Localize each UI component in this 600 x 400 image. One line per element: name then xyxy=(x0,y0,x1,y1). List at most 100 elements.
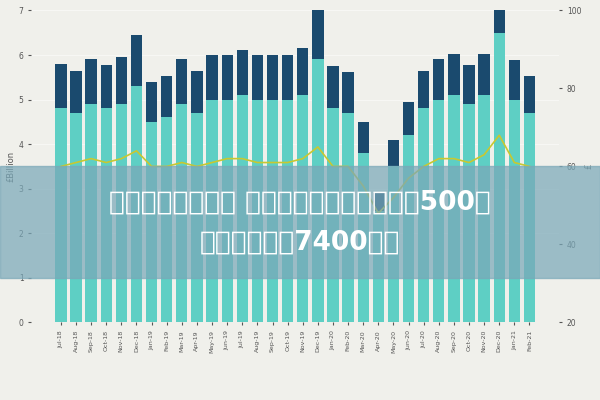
Average Credit Card Expenditure (RHS) xyxy=(299,378,307,383)
Bar xyxy=(70,113,82,322)
Average Debit Card PoS Expenditure (RHS) xyxy=(103,160,110,165)
Bar xyxy=(524,76,535,113)
Y-axis label: £: £ xyxy=(584,164,593,169)
Bar xyxy=(282,100,293,322)
Bar xyxy=(236,50,248,95)
Average Debit Card PoS Expenditure (RHS) xyxy=(118,156,125,161)
Bar xyxy=(509,60,520,100)
Average Debit Card PoS Expenditure (RHS) xyxy=(435,156,442,161)
Bar xyxy=(267,100,278,322)
Bar xyxy=(131,86,142,322)
Bar xyxy=(252,55,263,100)
Average Credit Card Expenditure (RHS) xyxy=(103,378,110,383)
Average Credit Card Expenditure (RHS) xyxy=(118,378,125,383)
Average Credit Card Expenditure (RHS) xyxy=(390,381,397,386)
Average Debit Card PoS Expenditure (RHS) xyxy=(481,152,488,157)
Bar xyxy=(55,64,67,108)
Bar xyxy=(403,102,414,135)
Bar xyxy=(358,122,369,153)
Bar xyxy=(418,71,430,108)
Average Debit Card PoS Expenditure (RHS) xyxy=(405,176,412,180)
Average Debit Card PoS Expenditure (RHS) xyxy=(314,144,322,149)
Line: Average Credit Card Expenditure (RHS): Average Credit Card Expenditure (RHS) xyxy=(61,380,529,385)
Average Credit Card Expenditure (RHS) xyxy=(269,378,276,383)
Average Debit Card PoS Expenditure (RHS) xyxy=(466,160,473,165)
Bar xyxy=(388,140,399,166)
Bar xyxy=(146,122,157,322)
Average Debit Card PoS Expenditure (RHS) xyxy=(178,160,185,165)
Average Debit Card PoS Expenditure (RHS) xyxy=(73,160,80,165)
Bar xyxy=(343,72,354,113)
Bar xyxy=(116,57,127,104)
Average Credit Card Expenditure (RHS) xyxy=(193,378,200,383)
Average Debit Card PoS Expenditure (RHS) xyxy=(88,156,95,161)
Bar xyxy=(161,118,172,322)
Bar xyxy=(191,113,203,322)
Average Credit Card Expenditure (RHS) xyxy=(375,382,382,387)
Average Credit Card Expenditure (RHS) xyxy=(496,378,503,383)
Bar xyxy=(85,104,97,322)
Bar xyxy=(463,65,475,104)
Average Credit Card Expenditure (RHS) xyxy=(466,379,473,384)
Average Debit Card PoS Expenditure (RHS) xyxy=(57,164,64,169)
Bar xyxy=(116,104,127,322)
Y-axis label: £Billion: £Billion xyxy=(7,151,16,182)
Bar xyxy=(403,135,414,322)
Average Credit Card Expenditure (RHS) xyxy=(163,378,170,383)
Average Credit Card Expenditure (RHS) xyxy=(254,378,261,383)
Bar xyxy=(101,108,112,322)
Average Debit Card PoS Expenditure (RHS) xyxy=(344,164,352,169)
Average Debit Card PoS Expenditure (RHS) xyxy=(133,148,140,153)
Average Debit Card PoS Expenditure (RHS) xyxy=(511,160,518,165)
Bar xyxy=(176,60,187,104)
Bar xyxy=(373,211,384,322)
Text: 全国配资炒股门户 大摸知名空头转多：标普500明: 全国配资炒股门户 大摸知名空头转多：标普500明 xyxy=(109,189,491,215)
Text: 年最高或飙至7400点！: 年最高或飙至7400点！ xyxy=(200,229,400,255)
Bar xyxy=(282,55,293,100)
Bar xyxy=(221,100,233,322)
Bar xyxy=(297,48,308,95)
Average Credit Card Expenditure (RHS) xyxy=(88,378,95,383)
Average Credit Card Expenditure (RHS) xyxy=(73,378,80,383)
Bar xyxy=(343,113,354,322)
Average Credit Card Expenditure (RHS) xyxy=(208,378,215,383)
Average Debit Card PoS Expenditure (RHS) xyxy=(526,164,533,169)
Bar xyxy=(312,6,323,60)
Average Debit Card PoS Expenditure (RHS) xyxy=(254,160,261,165)
Bar xyxy=(388,166,399,322)
Average Debit Card PoS Expenditure (RHS) xyxy=(148,164,155,169)
Bar xyxy=(55,108,67,322)
Average Debit Card PoS Expenditure (RHS) xyxy=(390,195,397,200)
Average Debit Card PoS Expenditure (RHS) xyxy=(375,211,382,216)
Bar xyxy=(463,104,475,322)
Bar xyxy=(328,66,338,108)
Average Credit Card Expenditure (RHS) xyxy=(435,379,442,384)
Bar xyxy=(297,95,308,322)
Average Credit Card Expenditure (RHS) xyxy=(359,380,367,385)
Line: Average Debit Card PoS Expenditure (RHS): Average Debit Card PoS Expenditure (RHS) xyxy=(61,135,529,213)
Bar xyxy=(448,95,460,322)
Average Debit Card PoS Expenditure (RHS) xyxy=(420,164,427,169)
Average Debit Card PoS Expenditure (RHS) xyxy=(450,156,457,161)
Average Credit Card Expenditure (RHS) xyxy=(405,380,412,385)
Bar xyxy=(101,65,112,108)
Bar xyxy=(433,60,445,100)
Average Debit Card PoS Expenditure (RHS) xyxy=(269,160,276,165)
Average Credit Card Expenditure (RHS) xyxy=(224,378,231,383)
Bar xyxy=(161,76,172,118)
Average Credit Card Expenditure (RHS) xyxy=(133,378,140,382)
Bar xyxy=(418,108,430,322)
Average Credit Card Expenditure (RHS) xyxy=(329,379,337,384)
Bar xyxy=(478,54,490,95)
Average Debit Card PoS Expenditure (RHS) xyxy=(193,164,200,169)
Bar xyxy=(267,55,278,100)
Bar xyxy=(131,35,142,86)
Bar xyxy=(221,55,233,100)
Average Debit Card PoS Expenditure (RHS) xyxy=(329,164,337,169)
Bar xyxy=(70,71,82,113)
Bar xyxy=(176,104,187,322)
Average Debit Card PoS Expenditure (RHS) xyxy=(224,156,231,161)
Average Debit Card PoS Expenditure (RHS) xyxy=(208,160,215,165)
Bar xyxy=(146,82,157,122)
Bar xyxy=(524,113,535,322)
